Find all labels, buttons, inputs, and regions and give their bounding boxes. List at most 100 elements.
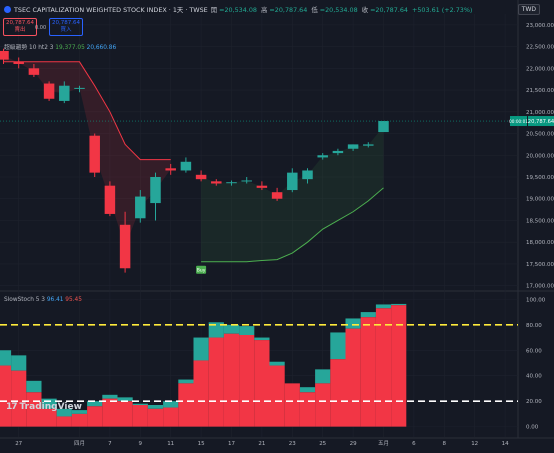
candle-body[interactable] <box>241 180 252 182</box>
stoch-k-bar[interactable] <box>223 324 240 334</box>
buy-button[interactable]: 20,787.64 買入 <box>49 18 83 36</box>
candle-body[interactable] <box>43 83 55 99</box>
candle-body[interactable] <box>59 85 70 101</box>
stoch-d-bar[interactable] <box>11 370 27 427</box>
stoch-k-bar[interactable] <box>315 369 331 384</box>
candle-body[interactable] <box>150 176 161 204</box>
stoch-k-bar[interactable] <box>193 337 209 361</box>
stoch-d-bar[interactable] <box>239 335 255 427</box>
stoch-d-bar[interactable] <box>208 337 224 427</box>
candle-body[interactable] <box>74 87 85 89</box>
stoch-k-bar[interactable] <box>299 387 316 393</box>
candle-body[interactable] <box>135 196 146 219</box>
stoch-d-bar[interactable] <box>375 308 392 427</box>
stoch-d-bar[interactable] <box>315 383 331 427</box>
candle-body[interactable] <box>0 50 9 60</box>
tradingview-wordmark-icon: TradingView <box>19 402 82 412</box>
stoch-d-bar[interactable] <box>41 408 57 427</box>
stoch-k-bar[interactable] <box>208 322 224 338</box>
stoch-legend[interactable]: SlowStoch 5 3 96.41 95.45 <box>4 297 82 303</box>
buy-signal-marker[interactable] <box>196 265 207 274</box>
stoch-k-bar[interactable] <box>178 379 194 384</box>
stoch-k-bar[interactable] <box>56 408 72 417</box>
x-tick-label: 7 <box>108 441 112 447</box>
candle-body[interactable] <box>28 68 40 75</box>
supertrend-up-line <box>201 187 384 263</box>
candle-body[interactable] <box>363 144 374 146</box>
stoch-k-bar[interactable] <box>269 361 285 366</box>
candle-body[interactable] <box>165 168 176 171</box>
stoch-k-bar[interactable] <box>41 398 57 409</box>
candle-body[interactable] <box>317 155 328 158</box>
stoch-k-bar[interactable] <box>375 304 392 309</box>
stoch-d-bar[interactable] <box>193 360 209 427</box>
candle-body[interactable] <box>226 182 237 184</box>
candle-body[interactable] <box>271 192 283 199</box>
stoch-d-bar[interactable] <box>391 305 407 427</box>
main-y-tick-label: 22,500.00 <box>526 45 554 51</box>
stoch-k-value: 96.41 <box>46 297 64 303</box>
candle-body[interactable] <box>211 181 222 184</box>
x-tick-label: 17 <box>228 441 235 447</box>
stoch-k-bar[interactable] <box>102 394 118 399</box>
stoch-d-bar[interactable] <box>132 405 148 427</box>
stoch-d-bar[interactable] <box>56 416 72 427</box>
supertrend-legend[interactable]: 超級趨勢 10 ht2 3 19,377.05 20,660.86 <box>4 42 116 51</box>
stoch-d-bar[interactable] <box>284 383 300 427</box>
stoch-k-bar[interactable] <box>71 410 88 414</box>
candle-body[interactable] <box>13 61 24 64</box>
stoch-d-bar[interactable] <box>299 392 316 427</box>
stoch-d-bar[interactable] <box>117 401 133 427</box>
stoch-k-bar[interactable] <box>26 380 42 393</box>
stoch-d-bar[interactable] <box>163 407 179 427</box>
stoch-d-bar[interactable] <box>87 406 103 427</box>
stoch-k-bar[interactable] <box>0 350 12 366</box>
stoch-d-bar[interactable] <box>223 333 240 427</box>
stoch-d-bar[interactable] <box>345 328 361 427</box>
stoch-y-tick-label: 20.00 <box>526 399 542 405</box>
stoch-d-bar[interactable] <box>360 317 376 427</box>
stoch-d-value: 95.45 <box>65 297 82 303</box>
stoch-k-bar[interactable] <box>11 355 27 371</box>
tradingview-logo[interactable]: 17 TradingView <box>6 402 82 412</box>
stoch-k-bar[interactable] <box>132 403 148 405</box>
stoch-d-bar[interactable] <box>71 413 88 427</box>
stoch-d-bar[interactable] <box>102 398 118 427</box>
candle-body[interactable] <box>332 150 344 154</box>
candle-body[interactable] <box>180 161 192 171</box>
stoch-d-bar[interactable] <box>147 408 164 427</box>
stoch-k-bar[interactable] <box>391 303 407 306</box>
stoch-k-bar[interactable] <box>239 326 255 335</box>
stoch-d-bar[interactable] <box>178 383 194 427</box>
stoch-k-bar[interactable] <box>117 397 133 402</box>
sell-button[interactable]: 20,787.64 賣出 <box>3 18 37 36</box>
candle-body[interactable] <box>89 135 100 173</box>
main-y-tick-label: 23,000.00 <box>526 23 554 29</box>
stoch-d-bar[interactable] <box>0 365 12 427</box>
candle-body[interactable] <box>195 174 207 180</box>
stoch-d-bar[interactable] <box>269 365 285 427</box>
stoch-y-tick-label: 80.00 <box>526 323 542 329</box>
candle-body[interactable] <box>347 144 359 149</box>
stoch-k-bar[interactable] <box>254 337 270 341</box>
stoch-y-tick-label: 0.00 <box>526 425 539 431</box>
stoch-k-bar[interactable] <box>345 318 361 329</box>
currency-badge[interactable]: TWD <box>517 4 540 15</box>
stoch-d-bar[interactable] <box>330 359 346 427</box>
candle-body[interactable] <box>104 185 116 214</box>
stoch-y-tick-label: 100.00 <box>526 297 546 303</box>
stoch-k-bar[interactable] <box>163 401 179 408</box>
stoch-k-bar[interactable] <box>87 401 103 407</box>
stoch-k-bar[interactable] <box>147 405 164 409</box>
candle-body[interactable] <box>287 172 298 191</box>
candle-body[interactable] <box>256 185 268 188</box>
stoch-d-bar[interactable] <box>254 340 270 427</box>
ohlc-high-value: =20,787.64 <box>269 6 308 14</box>
candle-body[interactable] <box>119 224 131 269</box>
stoch-k-bar[interactable] <box>330 332 346 360</box>
stoch-k-bar[interactable] <box>360 312 376 318</box>
candle-body[interactable] <box>302 170 313 180</box>
candle-body[interactable] <box>378 121 389 133</box>
main-y-tick-label: 17,500.00 <box>526 262 554 268</box>
